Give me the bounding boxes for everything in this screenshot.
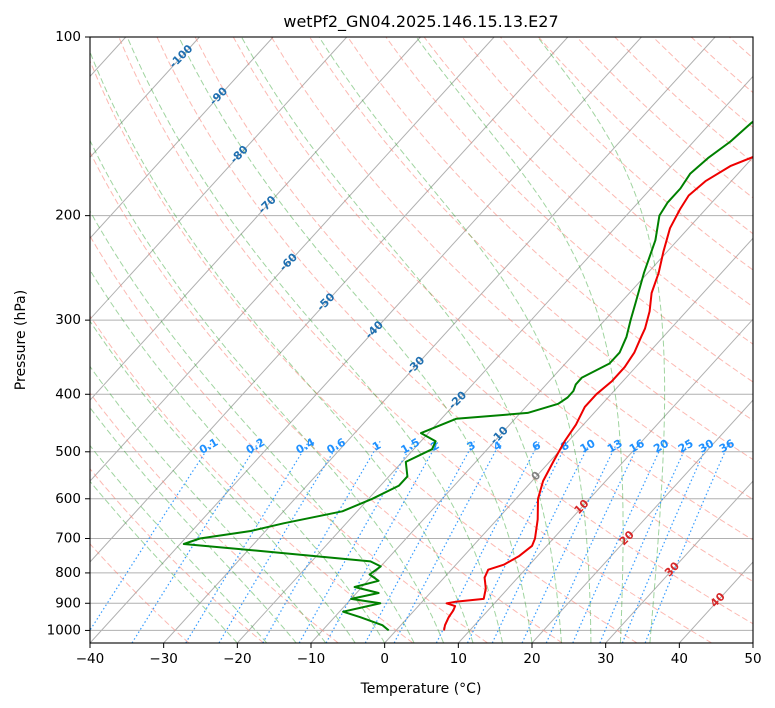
mixing-ratio-line	[599, 441, 690, 643]
y-tick-label: 800	[55, 565, 81, 581]
skewed-isotherm	[310, 156, 753, 643]
skewed-isotherm	[90, 37, 274, 239]
skewed-isotherm	[90, 37, 569, 563]
skewed-isotherm	[90, 37, 495, 482]
dry-adiabat	[90, 235, 488, 643]
moist-adiabat	[126, 37, 503, 643]
mixing-ratio-line	[491, 441, 592, 643]
dry-adiabat	[461, 37, 753, 308]
plot-area	[90, 37, 753, 643]
y-tick-label: 1000	[47, 622, 81, 638]
x-tick-label: −30	[149, 651, 178, 667]
mixing-ratio-line	[572, 441, 665, 643]
x-tick-label: 50	[744, 651, 761, 667]
moist-adiabat	[318, 37, 592, 643]
y-tick-label: 300	[55, 312, 81, 328]
mixing-ratio-line	[185, 440, 310, 643]
mixing-ratio-line	[262, 440, 381, 643]
skewed-isotherm	[236, 75, 753, 643]
skewed-isotherm	[163, 37, 716, 643]
dry-adiabat	[270, 37, 753, 501]
skewed-isotherm	[531, 399, 753, 643]
x-axis-label: Temperature (°C)	[360, 681, 482, 697]
y-axis-label: Pressure (hPa)	[13, 290, 29, 390]
skewed-isotherm	[457, 318, 753, 643]
dry-adiabat	[232, 37, 753, 541]
moist-adiabat	[90, 480, 238, 643]
profile-lines	[182, 120, 753, 632]
skewed-isotherm	[605, 480, 753, 643]
mixing-ratio-line	[131, 440, 260, 643]
mixing-ratio-line	[466, 441, 569, 643]
x-tick-label: −10	[297, 651, 326, 667]
moist-adiabat	[90, 444, 268, 643]
x-tick-label: 0	[380, 651, 389, 667]
skewed-isotherm	[90, 37, 348, 320]
plot-frame	[89, 36, 754, 644]
chart-title: wetPf2_GN04.2025.146.15.13.E27	[283, 12, 558, 32]
y-tick-label: 700	[55, 531, 81, 547]
skewed-isotherm	[384, 237, 753, 643]
moist-adiabat	[90, 269, 386, 643]
temperature-profile-line	[443, 155, 753, 631]
y-tick-label: 400	[55, 386, 81, 402]
x-tick-label: 40	[671, 651, 688, 667]
skewed-isotherm	[90, 37, 642, 643]
dry-adiabat	[90, 468, 264, 643]
dry-adiabat	[194, 37, 753, 583]
dry-adiabat	[90, 314, 414, 643]
moist-adiabat	[90, 320, 356, 643]
x-tick-label: 20	[523, 651, 540, 667]
mixing-ratio-line	[364, 441, 475, 643]
mixing-ratio-line	[218, 440, 341, 643]
moist-adiabat	[90, 139, 445, 643]
dry-adiabat	[90, 59, 638, 643]
dry-adiabat	[156, 37, 753, 625]
y-tick-label: 200	[55, 208, 81, 224]
skewed-isotherm	[90, 37, 200, 159]
mixing-ratio-line	[621, 441, 710, 643]
dry-adiabat	[90, 150, 563, 643]
moist-adiabat	[90, 406, 297, 643]
dry-adiabat	[347, 37, 753, 422]
moist-adiabat	[90, 210, 415, 643]
y-tick-label: 500	[55, 444, 81, 460]
x-tick-label: 10	[450, 651, 467, 667]
y-tick-label: 100	[55, 29, 81, 45]
moist-adiabat	[178, 37, 533, 643]
moist-adiabat	[415, 37, 624, 643]
y-tick-label: 600	[55, 491, 81, 507]
axes: −40 −30 −20 −10 0 10 20 30 40 50 100 200 300 400 500 60…	[47, 29, 762, 667]
moist-adiabat	[537, 37, 666, 643]
moist-adiabat	[90, 365, 327, 643]
x-tick-label: −20	[223, 651, 252, 667]
mixing-ratio-line	[90, 440, 213, 632]
skewed-isotherm	[90, 37, 421, 401]
background-lines	[90, 37, 753, 643]
dewpoint-profile-line	[182, 120, 753, 632]
moist-adiabat	[241, 37, 562, 643]
y-tick-label: 900	[55, 595, 81, 611]
x-tick-label: −40	[76, 651, 105, 667]
x-tick-label: 30	[597, 651, 614, 667]
dry-adiabat	[385, 37, 753, 383]
